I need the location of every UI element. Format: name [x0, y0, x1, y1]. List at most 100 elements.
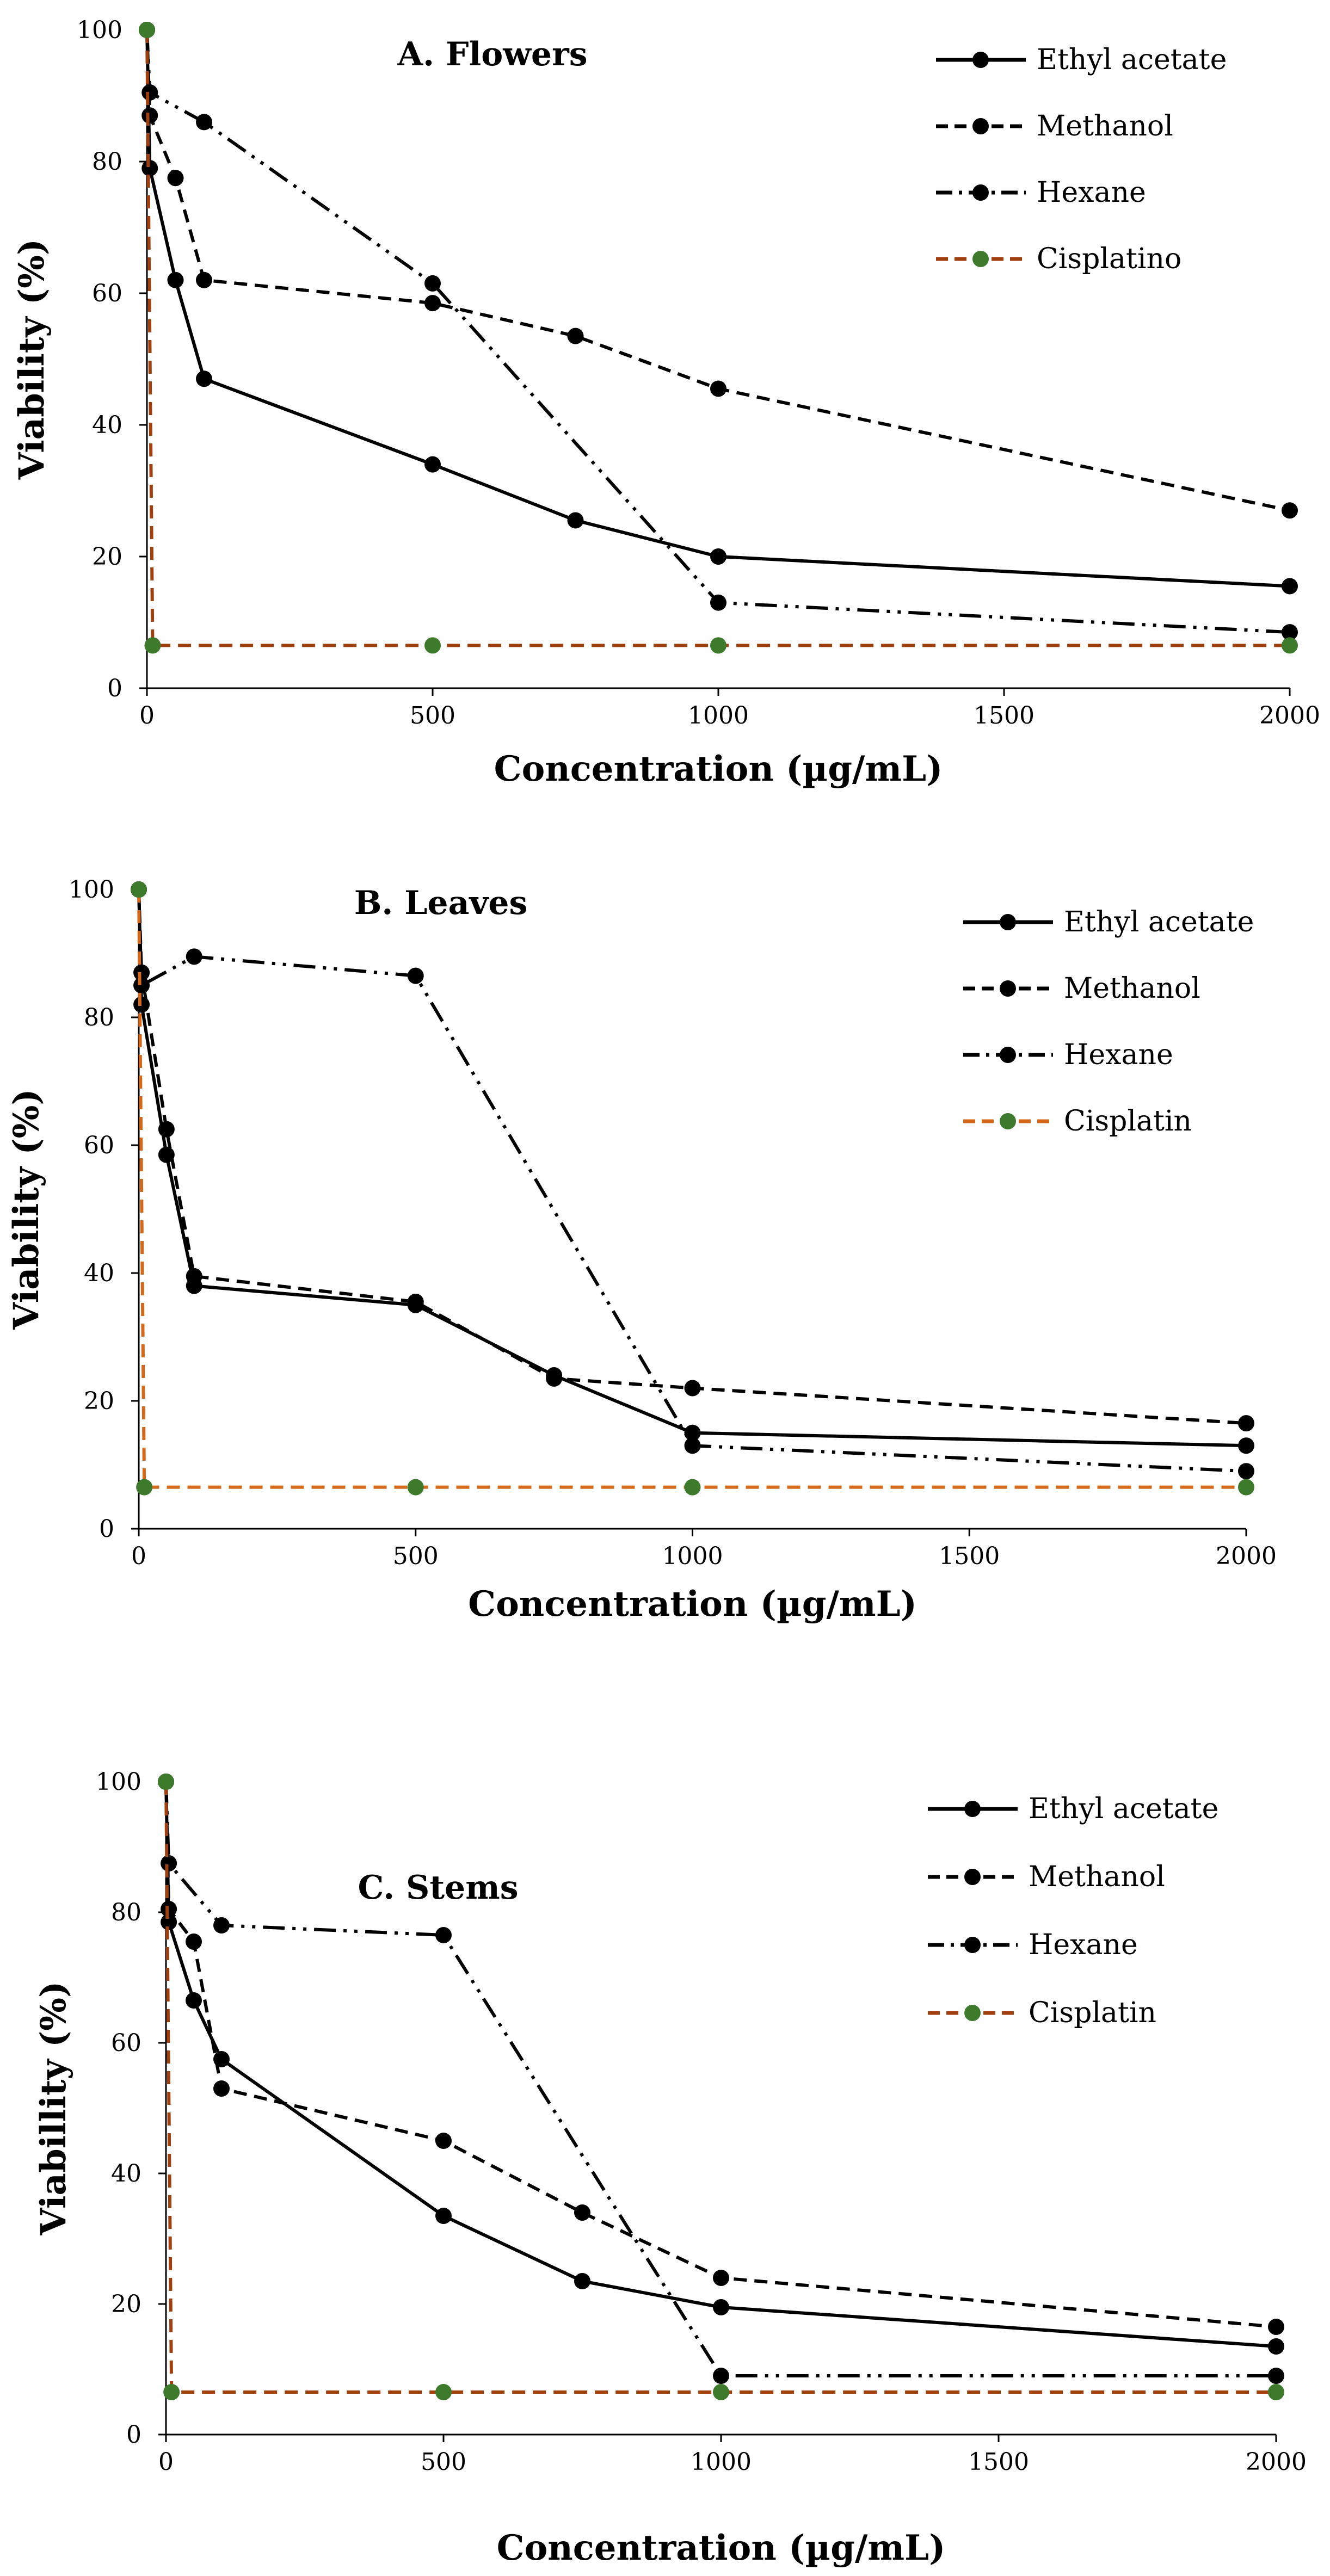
data-point [163, 2384, 180, 2400]
legend-marker [964, 1801, 981, 1817]
y-tick-label: 100 [96, 1768, 141, 1796]
data-point [407, 967, 424, 984]
data-point [435, 2133, 452, 2149]
data-point [546, 1370, 563, 1387]
legend-marker [972, 251, 989, 267]
data-point [684, 1479, 701, 1496]
legend-item: Hexane [928, 1929, 1138, 1961]
series-ethyl-acetate [139, 22, 1298, 595]
legend-label: Methanol [1064, 972, 1200, 1005]
data-point [435, 1927, 452, 1943]
legend-marker [1000, 1047, 1016, 1063]
data-point [186, 948, 202, 965]
y-tick-label: 0 [99, 1515, 114, 1543]
y-tick-label: 60 [92, 280, 122, 307]
series-line [164, 1781, 1276, 2377]
data-point [424, 456, 441, 473]
data-point [1238, 1437, 1254, 1454]
x-axis-label: Concentration (µg/mL) [497, 2528, 946, 2568]
legend-item: Ethyl acetate [963, 906, 1254, 938]
data-point [1238, 1463, 1254, 1480]
legend-item: Cisplatino [936, 243, 1181, 275]
y-tick-label: 40 [84, 1259, 114, 1287]
data-point [161, 1914, 177, 1930]
x-tick-label: 1500 [939, 1542, 1000, 1570]
legend-item: Ethyl acetate [936, 44, 1227, 76]
x-tick-label: 2000 [1216, 1542, 1277, 1570]
legend-marker [1000, 1113, 1016, 1129]
data-point [1282, 578, 1298, 595]
data-point [684, 1424, 701, 1441]
x-axis-label: Concentration (µg/mL) [494, 749, 943, 789]
series-line [145, 29, 1290, 634]
data-point [713, 2368, 729, 2384]
data-point [1282, 624, 1298, 641]
legend-label: Methanol [1029, 1861, 1165, 1893]
data-point [136, 1479, 153, 1496]
x-tick-label: 500 [393, 1542, 439, 1570]
data-point [213, 2080, 230, 2097]
data-point [574, 2273, 590, 2289]
series-cisplatin [158, 1774, 1284, 2400]
chart-flowers: 0 500 1000 1500 2000 0 20 40 60 80 100 Concentratio… [11, 16, 1320, 789]
data-point [424, 275, 441, 292]
y-tick-label: 20 [111, 2290, 141, 2318]
series-cisplatino [139, 22, 1298, 654]
y-axis-label: Viability (%) [6, 1089, 47, 1330]
legend-marker [964, 2005, 981, 2021]
data-point [144, 637, 161, 654]
y-tick-label: 80 [84, 1004, 114, 1031]
data-point [435, 2208, 452, 2224]
data-point [141, 160, 158, 177]
data-point [407, 1293, 424, 1310]
chart-title: C. Stems [358, 1869, 519, 1907]
legend-label: Ethyl acetate [1037, 44, 1227, 76]
data-point [131, 881, 147, 898]
data-point [1268, 2319, 1284, 2335]
data-point [1282, 637, 1298, 654]
series-line [164, 1781, 1276, 2394]
chart-title: A. Flowers [397, 35, 588, 73]
legend-marker [972, 52, 989, 68]
series-methanol [158, 1774, 1284, 2335]
legend-item: Cisplatin [963, 1105, 1192, 1138]
legend-item: Methanol [928, 1861, 1165, 1893]
legend-label: Ethyl acetate [1064, 906, 1254, 938]
x-tick-label: 0 [131, 1542, 146, 1570]
legend-label: Cisplatin [1029, 1997, 1156, 2029]
series-cisplatin [131, 881, 1254, 1496]
y-tick-label: 60 [84, 1132, 114, 1159]
data-point [213, 1917, 230, 1933]
legend-marker [1000, 980, 1016, 997]
chart-title: B. Leaves [354, 884, 528, 922]
data-point [161, 1855, 177, 1871]
y-tick-label: 40 [111, 2160, 141, 2188]
x-tick-label: 1000 [688, 702, 749, 730]
x-tick-label: 1000 [662, 1542, 723, 1570]
series-line [137, 889, 1247, 1473]
x-tick-label: 1500 [968, 2448, 1029, 2476]
data-point [167, 170, 184, 187]
legend-label: Methanol [1037, 110, 1173, 143]
data-point [574, 2204, 590, 2221]
data-point [407, 1479, 424, 1496]
data-point [141, 107, 158, 124]
y-tick-label: 20 [84, 1387, 114, 1415]
x-tick-label: 500 [410, 702, 455, 730]
data-point [710, 637, 726, 654]
y-tick-label: 80 [111, 1899, 141, 1926]
legend-marker [964, 1937, 981, 1953]
legend-label: Cisplatin [1064, 1105, 1192, 1138]
legend-item: Ethyl acetate [928, 1793, 1218, 1825]
data-point [424, 295, 441, 312]
data-point [167, 271, 184, 288]
data-point [186, 1992, 202, 2009]
data-point [713, 2299, 729, 2315]
x-tick-label: 2000 [1259, 702, 1320, 730]
x-axis-label: Concentration (µg/mL) [468, 1584, 917, 1624]
legend-item: Methanol [936, 110, 1173, 143]
data-point [567, 328, 584, 344]
legend-marker [964, 1869, 981, 1885]
data-point [196, 370, 212, 387]
y-tick-label: 0 [126, 2421, 141, 2449]
